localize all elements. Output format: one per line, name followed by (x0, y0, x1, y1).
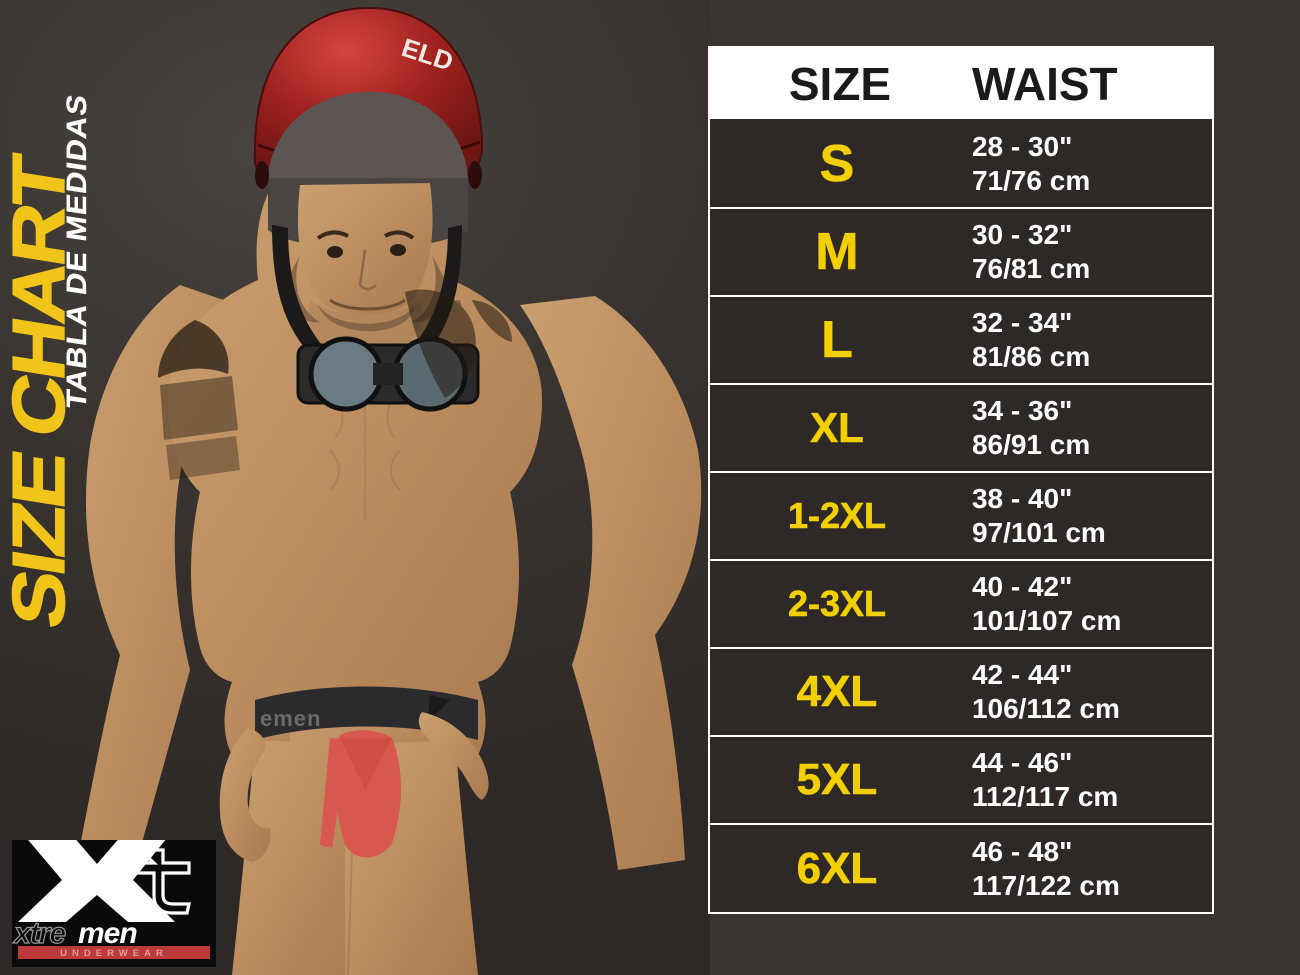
svg-text:emen: emen (260, 706, 321, 731)
svg-text:men: men (78, 917, 137, 950)
svg-text:UNDERWEAR: UNDERWEAR (60, 948, 168, 959)
svg-text:xtre: xtre (12, 917, 65, 950)
